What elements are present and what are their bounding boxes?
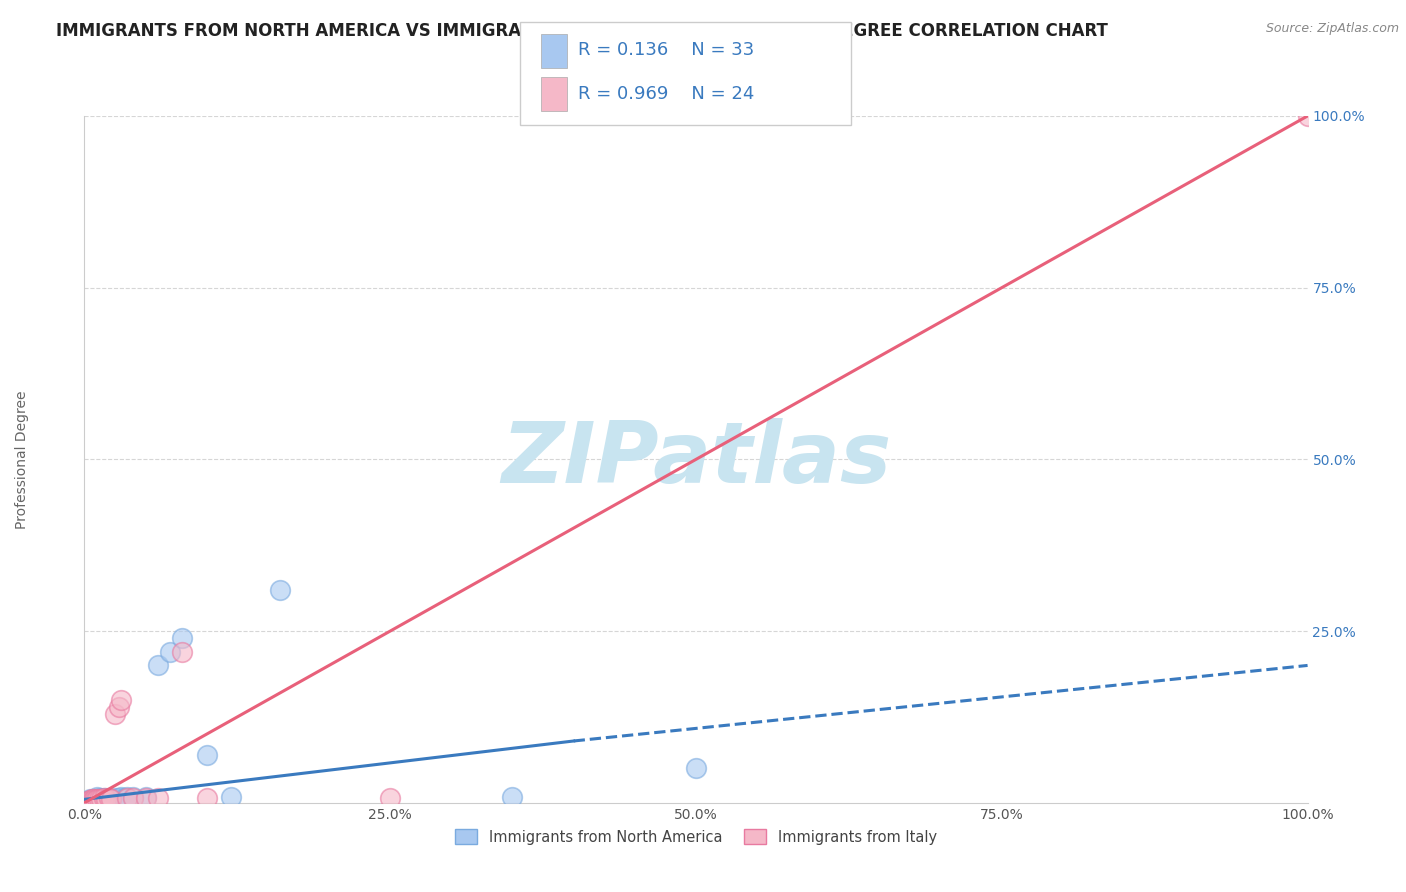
Point <box>86 790 108 805</box>
Point <box>110 790 132 805</box>
Text: Source: ZipAtlas.com: Source: ZipAtlas.com <box>1265 22 1399 36</box>
Point <box>87 792 110 806</box>
Point <box>107 699 129 714</box>
Point <box>77 794 100 808</box>
Point <box>195 791 218 805</box>
Point <box>79 792 101 806</box>
Point <box>172 645 194 659</box>
Point <box>97 791 120 805</box>
Point <box>90 791 112 805</box>
Point <box>502 790 524 805</box>
Legend: Immigrants from North America, Immigrants from Italy: Immigrants from North America, Immigrant… <box>450 823 942 850</box>
Point <box>135 791 157 805</box>
Point <box>115 791 138 805</box>
Point <box>219 790 242 805</box>
Point <box>83 793 105 807</box>
Y-axis label: Professional Degree: Professional Degree <box>15 390 28 529</box>
Point <box>380 791 402 805</box>
Point <box>84 793 107 807</box>
Point <box>91 791 114 805</box>
Point <box>100 791 122 805</box>
Text: R = 0.969    N = 24: R = 0.969 N = 24 <box>578 86 754 103</box>
Point <box>86 792 108 806</box>
Point <box>146 658 169 673</box>
Text: IMMIGRANTS FROM NORTH AMERICA VS IMMIGRANTS FROM ITALY PROFESSIONAL DEGREE CORRE: IMMIGRANTS FROM NORTH AMERICA VS IMMIGRA… <box>56 22 1108 40</box>
Point <box>90 791 112 805</box>
Point <box>159 645 181 659</box>
Point <box>104 791 127 805</box>
Point <box>100 791 122 805</box>
Point <box>685 762 707 776</box>
Point <box>87 791 110 805</box>
Point <box>80 793 103 807</box>
Point <box>79 793 101 807</box>
Point <box>93 791 115 805</box>
Point <box>93 791 115 805</box>
Point <box>77 794 100 808</box>
Point <box>82 793 104 807</box>
Point <box>135 790 157 805</box>
Text: R = 0.136    N = 33: R = 0.136 N = 33 <box>578 41 754 59</box>
Point <box>80 792 103 806</box>
Point <box>195 747 218 762</box>
Point <box>86 792 108 806</box>
Point <box>112 791 135 805</box>
Point <box>87 792 110 806</box>
Point <box>1296 109 1319 123</box>
Point <box>122 790 145 805</box>
Point <box>107 791 129 805</box>
Point <box>110 692 132 706</box>
Text: ZIPatlas: ZIPatlas <box>501 417 891 501</box>
Point <box>115 790 138 805</box>
Point <box>82 791 104 805</box>
Point <box>96 791 118 805</box>
Point <box>97 791 120 805</box>
Point <box>96 791 118 805</box>
Point <box>122 791 145 805</box>
Point <box>104 706 127 721</box>
Point <box>269 582 291 597</box>
Point <box>84 792 107 806</box>
Point <box>146 791 169 805</box>
Point <box>172 631 194 645</box>
Point <box>83 792 105 806</box>
Point <box>89 791 111 805</box>
Point <box>94 792 117 806</box>
